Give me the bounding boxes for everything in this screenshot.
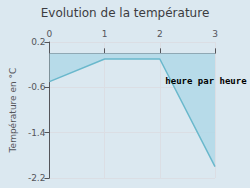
svg-text:-0.6: -0.6 <box>28 82 46 92</box>
svg-text:Evolution de la température: Evolution de la température <box>41 6 210 20</box>
svg-text:-1.4: -1.4 <box>28 128 46 138</box>
svg-text:-2.2: -2.2 <box>28 173 46 183</box>
svg-text:1: 1 <box>102 29 108 39</box>
svg-text:0: 0 <box>47 29 53 39</box>
svg-text:Température en °C: Température en °C <box>8 68 18 154</box>
svg-text:3: 3 <box>212 29 218 39</box>
svg-text:2: 2 <box>157 29 163 39</box>
svg-text:0.2: 0.2 <box>31 37 45 47</box>
svg-text:heure par heure: heure par heure <box>165 76 247 86</box>
